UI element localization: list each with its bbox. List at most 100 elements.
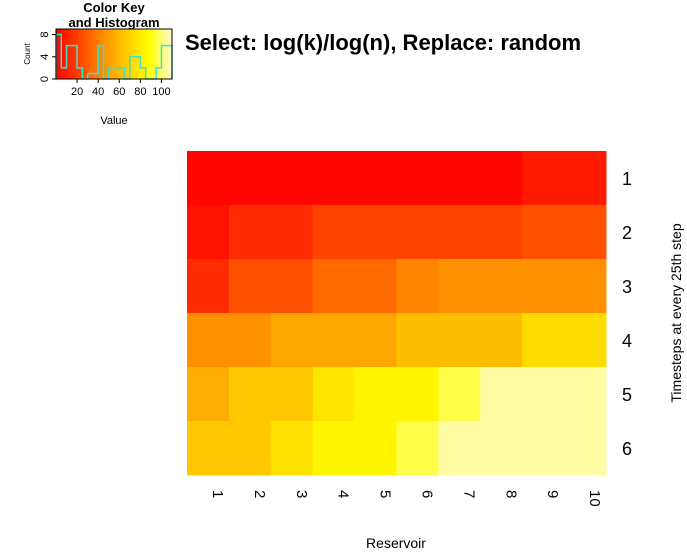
heatmap-cell: [438, 367, 481, 422]
column-label: 10: [586, 490, 603, 507]
color-key-swatch: [108, 29, 111, 79]
color-key-swatch: [121, 29, 125, 79]
heatmap-cell: [312, 313, 356, 368]
color-key-swatch: [166, 29, 169, 79]
heatmap-cell: [228, 259, 272, 314]
heatmap-cell: [270, 205, 314, 260]
color-key-swatch: [110, 29, 113, 79]
column-label: 8: [502, 490, 519, 498]
column-label: 7: [460, 490, 477, 498]
color-key-swatch: [98, 29, 101, 79]
heatmap-cell: [564, 421, 607, 476]
heatmap-cell: [564, 313, 607, 368]
heatmap-cell: [312, 367, 356, 422]
heatmap-cell: [270, 367, 314, 422]
color-key-swatch: [123, 29, 127, 79]
column-label: 6: [418, 490, 435, 498]
color-key-swatch: [131, 29, 134, 79]
color-key-swatch: [158, 29, 161, 79]
heatmap-cell: [187, 151, 230, 206]
heatmap-cell: [564, 151, 607, 206]
heatmap-cell: [312, 151, 356, 206]
heatmap-cell: [228, 367, 272, 422]
heatmap-cell: [480, 205, 523, 260]
color-key-swatch: [125, 29, 129, 79]
color-key-y-tick-label: 0: [39, 76, 51, 82]
row-label: 1: [622, 169, 632, 189]
color-key-swatch: [141, 29, 144, 79]
color-key-swatch: [144, 29, 148, 79]
column-labels: 1 2 3 4 5 6 7 8 9 10: [209, 490, 603, 507]
column-label: 4: [335, 490, 352, 498]
color-key-swatch: [119, 29, 123, 79]
heatmap-cell: [228, 313, 272, 368]
heatmap-cell: [354, 421, 397, 476]
color-key-swatch: [156, 29, 159, 79]
color-key-swatch: [100, 29, 103, 79]
heatmap-cell: [312, 259, 356, 314]
color-key-swatch: [154, 29, 158, 79]
column-label: 3: [293, 490, 310, 498]
heatmap-cell: [522, 259, 565, 314]
heatmap-cell: [187, 313, 230, 368]
heatmap-cell: [187, 421, 230, 476]
color-key-swatch: [79, 29, 82, 79]
heatmap-cell: [564, 367, 607, 422]
heatmap-cell: [564, 205, 607, 260]
color-key-swatch: [139, 29, 142, 79]
heatmap-cell: [522, 421, 565, 476]
heatmap-cell: [396, 313, 439, 368]
heatmap-cell: [522, 151, 565, 206]
color-key-swatch: [115, 29, 119, 79]
heatmap-cell: [564, 259, 607, 314]
column-label: 5: [377, 490, 394, 498]
y-axis-label: Timesteps at every 25th step: [668, 223, 684, 402]
heatmap-cell: [228, 421, 272, 476]
color-key-swatch: [56, 29, 59, 79]
color-key-swatch: [69, 29, 72, 79]
heatmap-cell: [438, 421, 481, 476]
heatmap-cell: [438, 151, 481, 206]
color-key-swatch: [137, 29, 140, 79]
color-key-y-tick-label: 4: [39, 54, 51, 60]
color-key-swatch: [168, 29, 171, 79]
color-key-swatch: [162, 29, 165, 79]
heatmap-cell: [480, 259, 523, 314]
heatmap-cell: [270, 151, 314, 206]
color-key-swatch: [57, 29, 61, 79]
color-key-title: Color Key: [83, 0, 145, 15]
x-axis-label: Reservoir: [366, 535, 426, 551]
heatmap-cell: [396, 421, 439, 476]
color-key-x-tick-label: 20: [71, 86, 83, 98]
color-key-swatch: [164, 29, 167, 79]
color-key-swatch: [90, 29, 94, 79]
heatmap-cell: [187, 205, 230, 260]
heatmap-cell: [480, 313, 523, 368]
color-key-swatch: [112, 29, 115, 79]
heatmap-cell: [354, 313, 397, 368]
heatmap-cell: [480, 367, 523, 422]
row-labels: 1 2 3 4 5 6: [622, 169, 632, 459]
heatmap-cell: [354, 205, 397, 260]
color-key-swatch: [83, 29, 86, 79]
color-key-x-tick-label: 60: [113, 86, 125, 98]
color-key-swatch: [63, 29, 67, 79]
heatmap-cell: [187, 367, 230, 422]
color-key-swatch: [114, 29, 117, 79]
color-key-swatch: [61, 29, 65, 79]
color-key-swatch: [81, 29, 84, 79]
column-label: 1: [209, 490, 226, 498]
heatmap-cell: [438, 259, 481, 314]
color-key-x-tick-label: 100: [152, 86, 170, 98]
heatmap-cell: [312, 421, 356, 476]
color-key-swatch: [92, 29, 96, 79]
color-key-swatch: [152, 29, 156, 79]
color-key-swatch: [85, 29, 88, 79]
heatmap-cell: [480, 421, 523, 476]
column-label: 2: [251, 490, 268, 498]
color-key-swatch: [106, 29, 109, 79]
heatmap-cell: [522, 205, 565, 260]
color-key-swatch: [146, 29, 150, 79]
color-key-swatch: [88, 29, 92, 79]
